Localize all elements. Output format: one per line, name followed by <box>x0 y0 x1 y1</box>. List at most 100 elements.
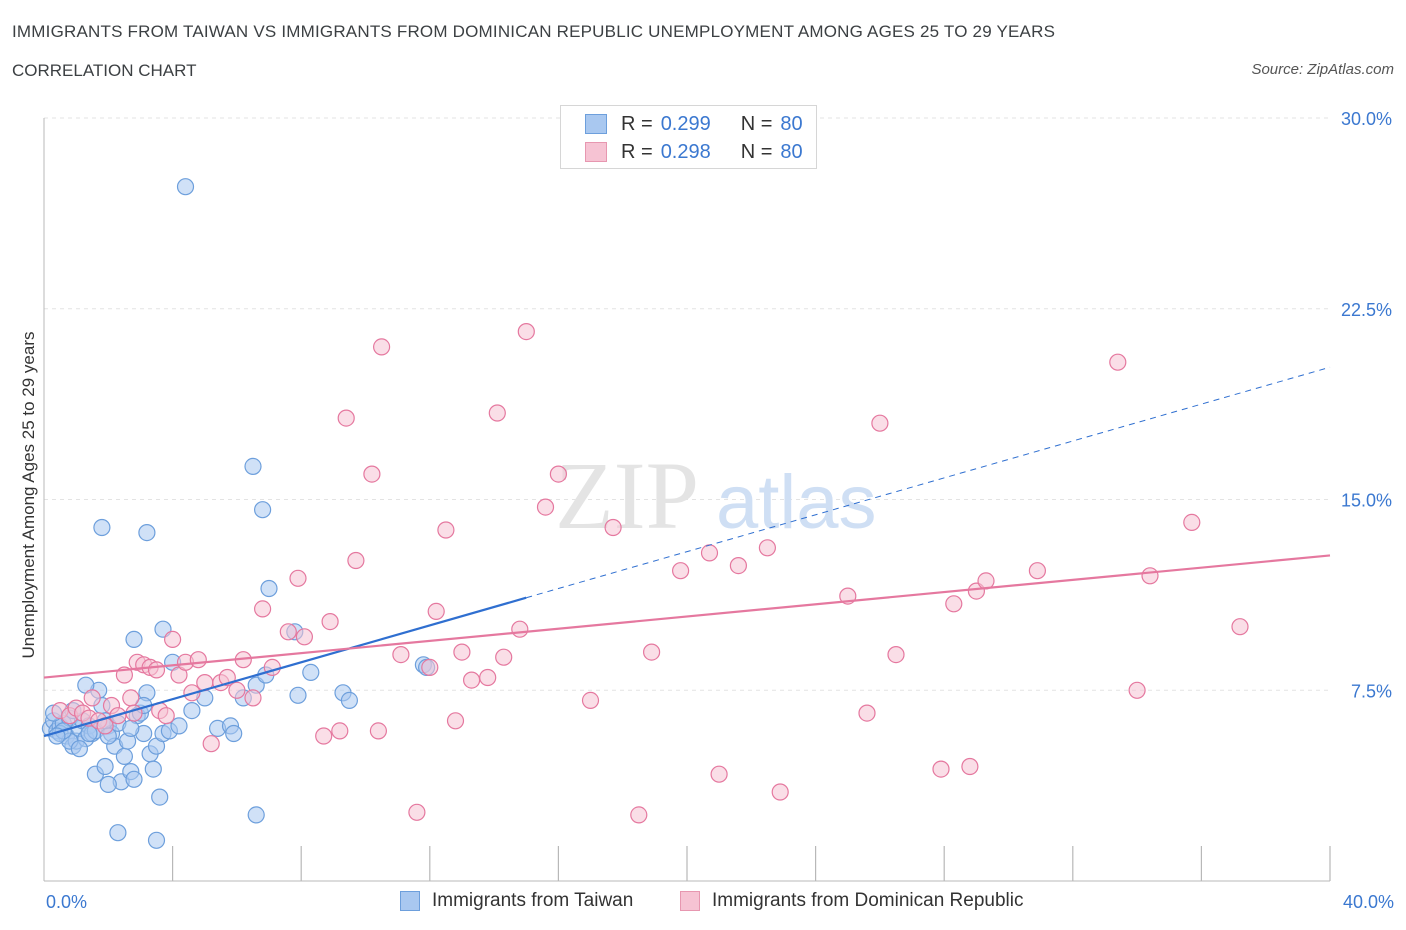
source-label: Source: ZipAtlas.com <box>1251 61 1394 78</box>
point-dominican <box>758 539 777 557</box>
y-axis-label: Unemployment Among Ages 25 to 29 years <box>19 332 38 659</box>
point-taiwan <box>225 724 243 743</box>
x-tick-label-max: 40.0% <box>1343 892 1394 912</box>
point-dominican <box>1141 567 1159 585</box>
point-dominican <box>536 498 555 516</box>
point-taiwan <box>170 717 188 735</box>
point-dominican <box>871 414 889 432</box>
y-tick-label: 15.0% <box>1341 491 1392 511</box>
point-dominican <box>321 612 339 631</box>
point-dominican <box>1028 562 1047 580</box>
point-dominican <box>495 648 513 666</box>
point-dominican <box>1231 618 1249 636</box>
point-dominican <box>279 623 297 641</box>
series-legend-taiwan[interactable]: Immigrants from Taiwan <box>400 890 633 912</box>
chart-title: IMMIGRANTS FROM TAIWAN VS IMMIGRANTS FRO… <box>12 22 1056 41</box>
point-taiwan <box>115 747 134 766</box>
axis-labels: 7.5% 15.0% 22.5% 30.0% 0.0% 40.0% Unemployment… <box>19 109 1394 912</box>
legend-r-value: 0.299 <box>660 112 711 135</box>
point-taiwan <box>99 775 117 794</box>
data-points <box>41 178 1249 849</box>
point-dominican <box>202 735 220 753</box>
trend-line-taiwan-projection <box>526 366 1331 599</box>
point-dominican <box>1109 353 1127 371</box>
series-swatch-taiwan <box>400 891 420 911</box>
legend-row-dominican: R = 0.298 N = 80 <box>585 140 803 164</box>
point-dominican <box>945 595 963 613</box>
point-dominican <box>858 704 876 722</box>
point-taiwan <box>147 831 166 849</box>
gridlines <box>44 117 1330 691</box>
point-taiwan <box>254 501 272 519</box>
point-dominican <box>463 671 481 689</box>
legend-swatch-taiwan <box>585 114 607 134</box>
point-dominican <box>710 765 728 783</box>
y-tick-label: 22.5% <box>1341 300 1392 320</box>
point-dominican <box>488 404 506 422</box>
series-legend-dominican[interactable]: Immigrants from Dominican Republic <box>680 890 1024 912</box>
point-dominican <box>427 602 445 621</box>
point-dominican <box>369 722 387 740</box>
point-dominican <box>363 465 381 483</box>
point-dominican <box>1128 681 1146 699</box>
point-taiwan <box>244 457 262 475</box>
point-dominican <box>511 620 529 638</box>
point-taiwan <box>125 630 143 649</box>
legend-swatch-dominican <box>585 142 607 162</box>
point-taiwan <box>138 523 156 542</box>
point-dominican <box>630 806 648 824</box>
point-dominican <box>157 707 175 725</box>
point-taiwan <box>96 757 114 776</box>
point-dominican <box>549 465 568 483</box>
point-dominican <box>421 658 439 677</box>
point-dominican <box>729 556 748 575</box>
point-dominican <box>700 544 719 562</box>
legend-n-value: 80 <box>780 112 803 135</box>
point-taiwan <box>70 740 89 758</box>
point-taiwan <box>93 518 111 537</box>
point-dominican <box>453 643 471 661</box>
legend-r-label: R = <box>621 112 653 135</box>
point-dominican <box>437 521 455 539</box>
point-dominican <box>408 803 426 821</box>
point-dominican <box>961 757 979 776</box>
point-dominican <box>517 323 535 341</box>
y-tick-label: 30.0% <box>1341 109 1392 129</box>
legend-n-label: N = <box>740 140 773 163</box>
point-dominican <box>642 643 661 661</box>
trend-line-dominican <box>43 554 1331 679</box>
series-label-taiwan: Immigrants from Taiwan <box>432 890 634 911</box>
point-dominican <box>446 712 465 730</box>
series-swatch-dominican <box>680 891 700 911</box>
trend-lines <box>43 366 1331 738</box>
point-taiwan <box>151 788 169 806</box>
point-dominican <box>479 668 497 687</box>
point-taiwan <box>144 760 162 778</box>
legend-n-label: N = <box>740 112 773 135</box>
point-dominican <box>331 722 349 740</box>
point-dominican <box>147 661 166 679</box>
point-taiwan <box>183 701 201 720</box>
correlation-legend: R = 0.299 N = 80 R = 0.298 N = 80 <box>560 105 817 169</box>
point-dominican <box>164 630 182 649</box>
point-dominican <box>228 681 246 699</box>
point-dominican <box>189 651 207 669</box>
point-dominican <box>289 569 307 587</box>
x-tick-label-min: 0.0% <box>46 892 87 912</box>
point-dominican <box>392 645 410 664</box>
point-dominican <box>315 727 333 745</box>
point-dominican <box>932 760 950 778</box>
point-dominican <box>373 338 391 356</box>
point-dominican <box>1183 513 1201 532</box>
point-dominican <box>337 409 355 427</box>
watermark-atlas: atlas <box>716 460 877 545</box>
point-taiwan <box>247 806 265 824</box>
series-legend: Immigrants from Taiwan Immigrants from D… <box>0 890 1406 916</box>
point-dominican <box>122 689 140 707</box>
watermark-zip: ZIP <box>555 442 699 549</box>
point-dominican <box>581 691 600 710</box>
chart-subtitle: CORRELATION CHART <box>12 61 197 80</box>
axes <box>43 118 1331 882</box>
point-taiwan <box>109 824 127 842</box>
point-taiwan <box>340 691 358 710</box>
